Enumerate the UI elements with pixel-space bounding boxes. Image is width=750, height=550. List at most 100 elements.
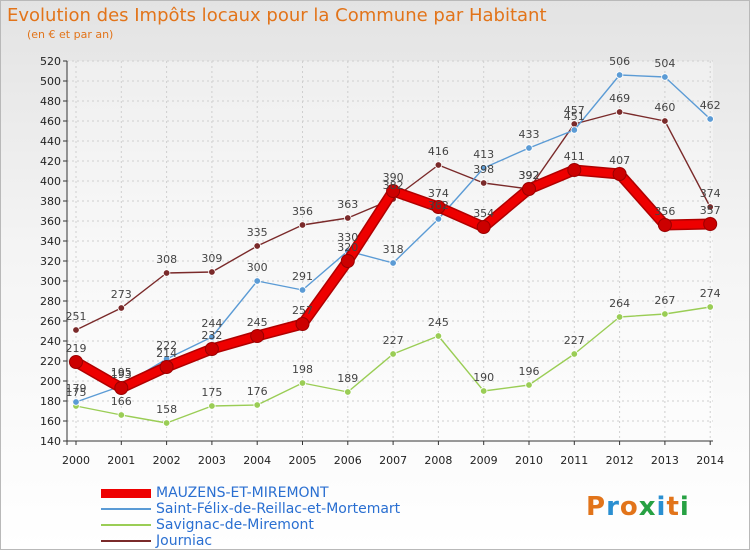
data-label: 320 bbox=[337, 241, 358, 254]
data-label: 291 bbox=[292, 270, 313, 283]
legend-label: Saint-Félix-de-Reillac-et-Mortemart bbox=[156, 501, 401, 517]
data-label: 457 bbox=[564, 104, 585, 117]
x-tick-label: 2003 bbox=[198, 454, 226, 467]
x-tick-label: 2011 bbox=[560, 454, 588, 467]
y-tick-label: 240 bbox=[40, 335, 61, 348]
logo-letter: x bbox=[638, 492, 657, 522]
data-label: 273 bbox=[111, 288, 132, 301]
data-point bbox=[72, 398, 80, 406]
x-tick-label: 2000 bbox=[62, 454, 90, 467]
data-label: 267 bbox=[654, 294, 675, 307]
legend-label: MAUZENS-ET-MIREMONT bbox=[156, 485, 329, 501]
data-label: 374 bbox=[700, 187, 721, 200]
data-label: 222 bbox=[156, 339, 177, 352]
data-label: 158 bbox=[156, 403, 177, 416]
data-point bbox=[615, 313, 624, 321]
data-point bbox=[706, 115, 714, 123]
logo-letter: t bbox=[666, 492, 680, 522]
data-point bbox=[431, 200, 446, 214]
data-point bbox=[661, 310, 669, 318]
logo-letter: i bbox=[656, 492, 667, 522]
axes bbox=[63, 60, 713, 445]
data-point bbox=[298, 221, 307, 229]
proxiti-logo: Proxiti bbox=[586, 492, 690, 522]
data-label: 398 bbox=[473, 163, 494, 176]
y-tick-label: 200 bbox=[40, 375, 61, 388]
data-point bbox=[117, 411, 125, 419]
y-tick-label: 420 bbox=[40, 155, 61, 168]
data-label: 392 bbox=[519, 169, 540, 182]
logo-letter: o bbox=[619, 492, 639, 522]
data-point bbox=[162, 419, 171, 427]
data-label: 195 bbox=[111, 366, 132, 379]
data-label: 196 bbox=[519, 365, 540, 378]
legend-label: Savignac-de-Miremont bbox=[156, 517, 314, 533]
data-point bbox=[253, 242, 261, 250]
x-axis-ticks: 2000 2001 2002 2003 2004 2005 2006 2007 2008 2009… bbox=[62, 454, 724, 467]
data-label: 356 bbox=[654, 205, 675, 218]
x-tick-label: 2012 bbox=[606, 454, 634, 467]
data-label: 392 bbox=[519, 169, 540, 182]
data-point bbox=[208, 333, 216, 341]
y-tick-label: 140 bbox=[40, 435, 61, 448]
data-labels: 175 166 158 175 176 198 189 227 245 190 196 227 264 2… bbox=[66, 55, 721, 416]
logo-letter: r bbox=[606, 492, 620, 522]
y-tick-label: 460 bbox=[40, 115, 61, 128]
data-point bbox=[389, 350, 397, 358]
y-tick-label: 280 bbox=[40, 295, 61, 308]
data-point bbox=[480, 164, 488, 172]
x-tick-label: 2014 bbox=[696, 454, 724, 467]
y-tick-label: 360 bbox=[40, 215, 61, 228]
data-point bbox=[615, 108, 624, 116]
y-tick-label: 400 bbox=[40, 175, 61, 188]
data-point bbox=[525, 381, 533, 389]
y-tick-label: 520 bbox=[40, 55, 61, 68]
legend-label: Journiac bbox=[156, 533, 213, 549]
x-tick-label: 2005 bbox=[289, 454, 317, 467]
data-point bbox=[522, 182, 536, 196]
y-tick-label: 220 bbox=[40, 355, 61, 368]
data-label: 411 bbox=[564, 150, 585, 163]
data-point bbox=[344, 214, 352, 222]
data-point bbox=[253, 277, 261, 285]
data-label: 227 bbox=[564, 334, 585, 347]
data-point bbox=[434, 332, 443, 340]
data-label: 308 bbox=[156, 253, 177, 266]
x-tick-label: 2001 bbox=[107, 454, 135, 467]
data-label: 300 bbox=[247, 261, 268, 274]
data-point bbox=[657, 218, 672, 232]
data-point bbox=[480, 179, 488, 187]
data-point bbox=[253, 401, 261, 409]
data-point bbox=[476, 220, 491, 234]
y-tick-label: 180 bbox=[40, 395, 61, 408]
data-label: 198 bbox=[292, 363, 313, 376]
data-point bbox=[570, 350, 578, 358]
data-point bbox=[706, 303, 714, 311]
data-point bbox=[208, 402, 216, 410]
legend-swatch bbox=[101, 540, 151, 542]
data-label: 363 bbox=[337, 198, 358, 211]
data-label: 506 bbox=[609, 55, 630, 68]
y-tick-label: 340 bbox=[40, 235, 61, 248]
data-label: 193 bbox=[111, 368, 132, 381]
data-point bbox=[389, 259, 397, 267]
data-point bbox=[615, 71, 624, 79]
data-label: 330 bbox=[337, 231, 358, 244]
data-label: 356 bbox=[292, 205, 313, 218]
legend-swatch bbox=[101, 508, 151, 510]
data-point bbox=[612, 167, 627, 181]
data-point bbox=[525, 144, 533, 152]
data-point bbox=[298, 379, 307, 387]
data-point bbox=[434, 215, 443, 223]
data-label: 335 bbox=[247, 226, 268, 239]
data-point bbox=[386, 184, 401, 198]
data-label: 469 bbox=[609, 92, 630, 105]
y-tick-label: 380 bbox=[40, 195, 61, 208]
data-label: 462 bbox=[700, 99, 721, 112]
data-point bbox=[298, 286, 307, 294]
logo-letter: i bbox=[679, 492, 690, 522]
data-label: 214 bbox=[156, 347, 177, 360]
data-label: 354 bbox=[473, 207, 494, 220]
y-tick-label: 300 bbox=[40, 275, 61, 288]
